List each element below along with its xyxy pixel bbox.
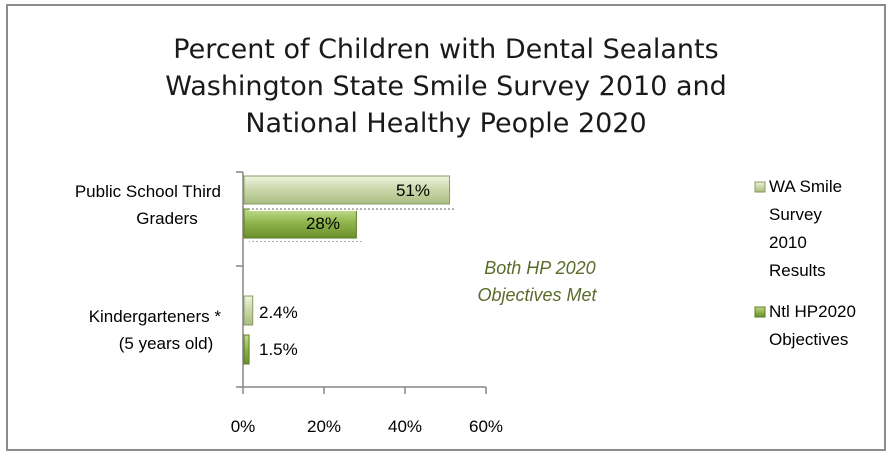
bar-hp-kindergarteners (243, 334, 250, 365)
annotation-line-1: Both HP 2020 (484, 258, 595, 278)
chart-frame (6, 4, 886, 451)
x-tick-label-40: 40% (388, 417, 422, 436)
annotation-line-2: Objectives Met (477, 285, 597, 305)
legend-label-hp-line-1: Ntl HP2020 (769, 302, 856, 321)
data-label-hp-third-graders: 28% (306, 214, 340, 233)
chart-title-line-3: National Healthy People 2020 (245, 108, 646, 139)
bar-wa-third-graders (243, 175, 451, 205)
x-tick-label-60: 60% (469, 417, 503, 436)
chart-title-line-2: Washington State Smile Survey 2010 and (165, 71, 727, 102)
legend-label-wa-line-2: Survey (769, 205, 822, 224)
category-label-third-graders-line-2: Graders (136, 209, 197, 228)
category-label-third-graders-line-1: Public School Third (75, 182, 221, 201)
legend-swatch-wa (754, 181, 766, 193)
legend-label-hp-line-2: Objectives (769, 330, 848, 349)
bar-shadow-hp-third-graders (249, 241, 363, 244)
legend-label-wa-line-3: 2010 (769, 233, 807, 252)
legend-label-wa-line-4: Results (769, 261, 826, 280)
bar-wa-kindergarteners (243, 295, 254, 326)
category-label-kindergarteners-line-2: (5 years old) (119, 334, 213, 353)
x-tick-label-20: 20% (307, 417, 341, 436)
legend-label-wa-line-1: WA Smile (769, 177, 842, 196)
bar-shadow-wa-third-graders (249, 208, 456, 211)
data-label-wa-third-graders: 51% (396, 181, 430, 200)
legend: WA Smile Survey 2010 Results Ntl HP2020 … (754, 177, 856, 349)
category-label-kindergarteners-line-1: Kindergarteners * (89, 307, 222, 326)
x-tick-label-0: 0% (231, 417, 256, 436)
chart-title-line-1: Percent of Children with Dental Sealants (173, 34, 718, 65)
data-label-hp-kindergarteners: 1.5% (259, 340, 298, 359)
data-label-wa-kindergarteners: 2.4% (259, 303, 298, 322)
legend-swatch-hp (754, 306, 766, 318)
